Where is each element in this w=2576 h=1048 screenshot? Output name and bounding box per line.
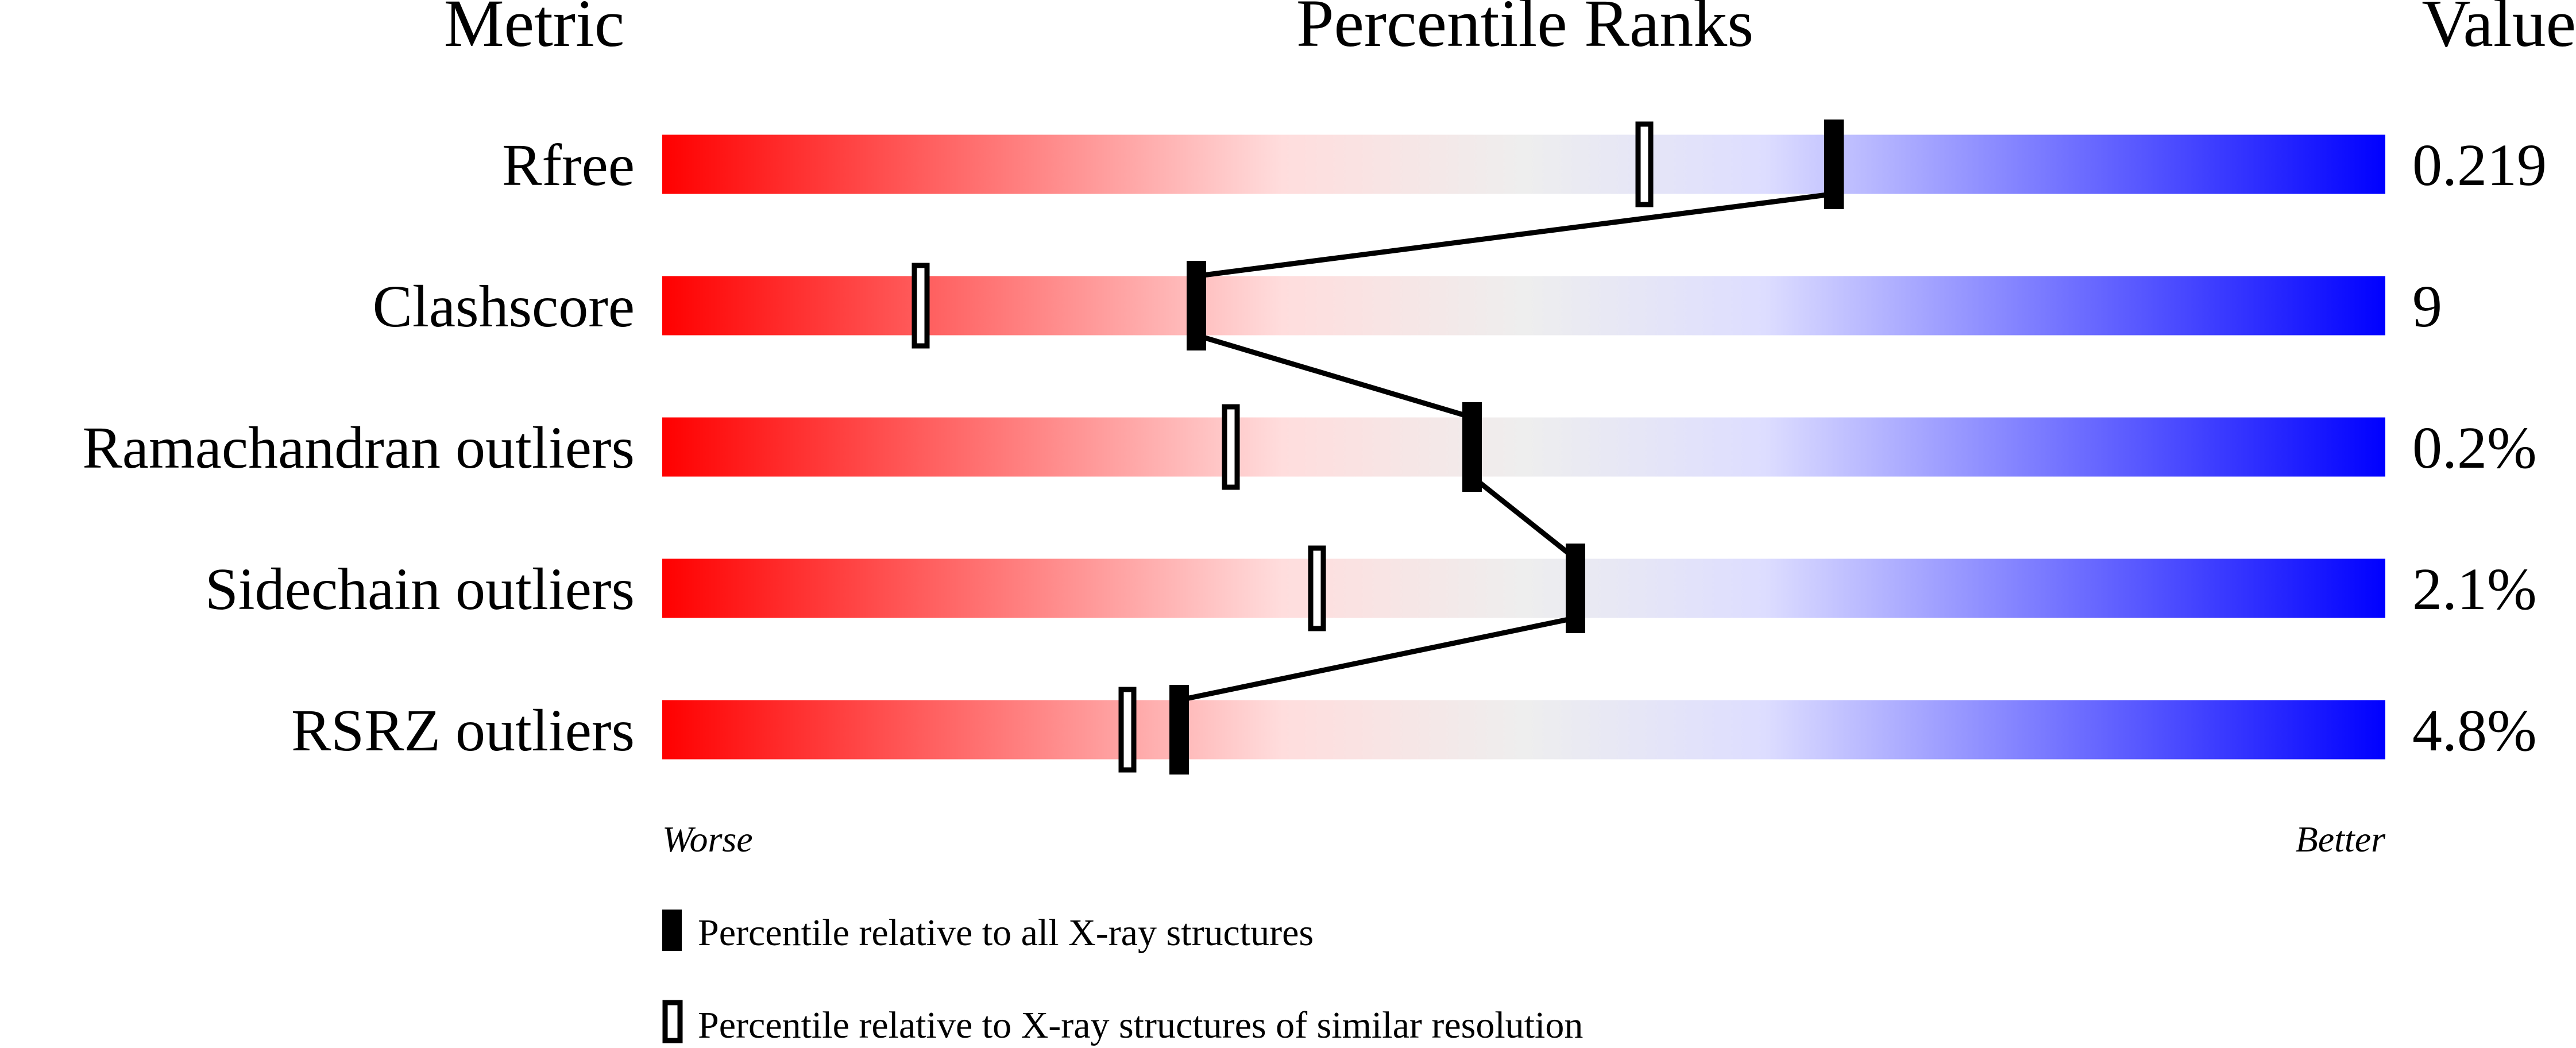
- percentile-bar: [662, 558, 2385, 618]
- marker-similar-resolution: [1635, 121, 1654, 207]
- axis-label-worse: Worse: [662, 819, 753, 860]
- legend-open-label: Percentile relative to X-ray structures …: [698, 1004, 1583, 1046]
- legend-open-marker: [662, 1000, 683, 1043]
- legend-filled-label: Percentile relative to all X-ray structu…: [698, 912, 1314, 954]
- marker-similar-resolution: [912, 263, 930, 349]
- header-value: Value: [2421, 0, 2576, 61]
- percentile-bar: [662, 134, 2385, 194]
- metric-label: RSRZ outliers: [291, 698, 635, 764]
- marker-similar-resolution: [1222, 404, 1240, 490]
- header-metric: Metric: [444, 0, 625, 61]
- header-percentile-ranks: Percentile Ranks: [1296, 0, 1754, 61]
- metric-label: Clashscore: [373, 273, 635, 340]
- metric-value: 9: [2412, 273, 2442, 340]
- marker-similar-resolution: [1118, 687, 1137, 773]
- metric-label: Rfree: [502, 132, 635, 198]
- connector-line: [1470, 474, 1577, 561]
- connector-line: [1196, 191, 1835, 279]
- percentile-bar: [662, 700, 2385, 760]
- marker-similar-resolution: [1308, 545, 1326, 631]
- metric-label: Sidechain outliers: [205, 556, 635, 622]
- metric-value: 4.8%: [2412, 698, 2537, 764]
- metric-value: 0.219: [2412, 132, 2547, 198]
- legend-filled-marker: [662, 910, 682, 951]
- connector-line: [1179, 615, 1576, 703]
- percentile-bar: [662, 276, 2385, 336]
- percentile-bar: [662, 417, 2385, 477]
- metric-label: Ramachandran outliers: [82, 415, 635, 481]
- axis-label-better: Better: [2296, 819, 2386, 860]
- connector-line: [1195, 333, 1473, 420]
- metric-value: 0.2%: [2412, 415, 2537, 481]
- metric-value: 2.1%: [2412, 556, 2537, 622]
